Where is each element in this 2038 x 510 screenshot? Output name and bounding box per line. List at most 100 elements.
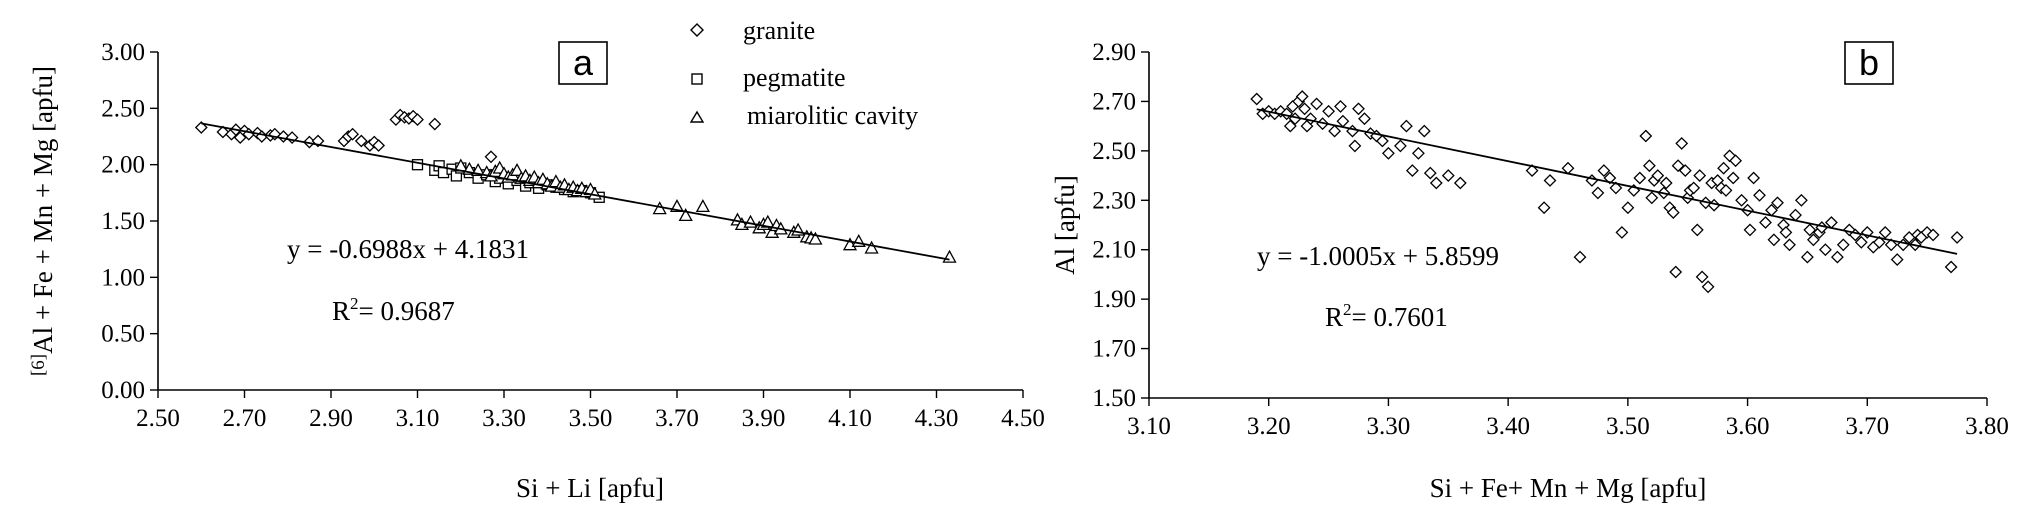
data-point-sample [1666,206,1680,220]
data-point-sample [1399,119,1413,133]
data-point-sample [1597,164,1611,178]
data-point-miarolitic-cavity [864,240,879,254]
panel-label-a: a [573,42,594,83]
data-point-sample [1729,154,1743,168]
r-squared-b: R2= 0.7601 [1325,300,1448,332]
data-point-sample [1573,250,1587,264]
data-point-sample [1701,280,1715,294]
data-point-sample [1659,176,1673,190]
x-tick-label-a: 3.10 [396,405,440,432]
data-point-sample [1783,238,1796,252]
x-tick-label-a: 3.30 [482,405,526,432]
x-tick-label-a: 3.50 [569,405,613,432]
x-tick-label-b: 3.60 [1726,413,1770,440]
x-tick-label-b: 3.80 [1965,413,2009,440]
data-point-sample [1639,129,1653,143]
data-point-sample [1726,171,1740,185]
data-point-sample [1753,188,1766,202]
data-point-sample [1429,176,1443,190]
data-point-miarolitic-cavity [743,214,758,228]
data-point-sample [1675,136,1689,150]
data-point-sample [1250,92,1264,106]
r2-label-b: R [1325,302,1343,332]
y-tick-label-b: 2.50 [1092,138,1136,165]
data-point-sample [1358,112,1371,126]
data-point-sample [1322,104,1336,118]
data-point-granite [484,150,498,164]
x-tick-label-b: 3.70 [1845,413,1889,440]
x-axis-ticks-b: 3.10 3.20 3.30 3.40 3.50 3.60 3.70 3.80 [1127,398,2009,440]
equation-b: y = -1.0005x + 5.8599 [1257,241,1499,271]
data-point-sample [1525,164,1539,178]
data-point-sample [1381,146,1395,160]
data-point-sample [1800,250,1814,264]
y-axis-ticks-a: 0.00 0.50 1.00 1.50 2.00 2.50 3.00 [101,39,158,404]
data-point-sample [1767,233,1781,247]
data-point-sample [1884,238,1898,252]
data-point-granite [428,117,442,131]
x-axis-ticks-a: 2.50 2.70 2.90 3.10 3.30 3.50 3.70 3.90 4.10 4.30… [136,390,1045,432]
y-tick-label-b: 2.70 [1092,88,1136,115]
data-point-miarolitic-cavity [678,208,693,222]
y-axis-title-b: Al [apfu] [1050,175,1080,275]
data-point-sample [1719,183,1733,197]
data-point-sample [1944,260,1958,274]
x-tick-label-b: 3.30 [1367,413,1411,440]
data-point-sample [1633,171,1647,185]
data-point-sample [1417,124,1431,138]
trendline-a [201,122,950,261]
data-point-sample [1393,139,1407,153]
data-point-sample [1854,235,1868,249]
data-point-sample [1687,181,1701,195]
data-points-b [1250,90,1964,294]
data-point-sample [1441,169,1455,183]
y-tick-label-b: 1.50 [1092,385,1136,412]
r2-value-a: = 0.9687 [359,296,455,326]
r-squared-a: R2= 0.9687 [332,294,455,326]
legend-label-miarolitic: miarolitic cavity [747,101,918,130]
y-tick-label-b: 2.90 [1092,39,1136,66]
data-point-granite [372,139,386,152]
chart-b: 1.50 1.70 1.90 2.10 2.30 2.50 2.70 2.90 3.10 3.2… [1050,39,2009,503]
data-point-sample [1591,186,1605,200]
x-tick-label-a: 4.50 [1001,405,1045,432]
y-axis-title-a: [6]Al + Fe + Mn + Mg [apfu] [28,66,58,376]
chart-a: 0.00 0.50 1.00 1.50 2.00 2.50 3.00 2.50 2.70 2.9… [28,16,1045,503]
data-point-granite [354,134,368,148]
data-point-pegmatite [411,159,424,171]
data-point-sample [1375,134,1389,148]
data-point-sample [1878,225,1892,239]
legend-marker-miarolitic [689,110,705,123]
data-point-sample [1950,230,1964,244]
x-tick-label-a: 4.10 [828,405,872,432]
data-point-sample [1735,193,1749,207]
data-point-miarolitic-cavity [765,224,780,238]
data-point-sample [1423,166,1437,180]
data-points-a [194,108,957,263]
data-point-sample [1690,223,1704,237]
data-point-sample [1818,243,1832,257]
data-point-sample [1771,196,1784,210]
legend-a: granite pegmatite miarolitic cavity [689,16,918,130]
x-tick-label-a: 2.70 [223,405,267,432]
legend-marker-granite [690,23,704,37]
y-tick-label-a: 2.00 [101,152,145,179]
data-point-sample [1348,139,1362,153]
legend-label-granite: granite [743,16,815,45]
data-point-sample [1298,102,1312,116]
data-point-granite [346,127,360,141]
data-point-sample [1609,181,1623,195]
data-point-sample [1806,233,1820,247]
data-point-sample [1717,161,1731,175]
data-point-sample [1926,228,1940,242]
data-point-sample [1671,159,1685,173]
data-point-sample [1830,250,1844,264]
legend-label-pegmatite: pegmatite [743,63,846,92]
y-axis-superscript-a: [6] [28,354,49,376]
data-point-miarolitic-cavity [942,249,957,263]
r2-label-a: R [332,296,350,326]
trendline-b [1256,108,1958,255]
data-point-sample [1328,124,1342,138]
x-tick-label-a: 2.50 [136,405,180,432]
data-point-sample [1669,265,1683,279]
